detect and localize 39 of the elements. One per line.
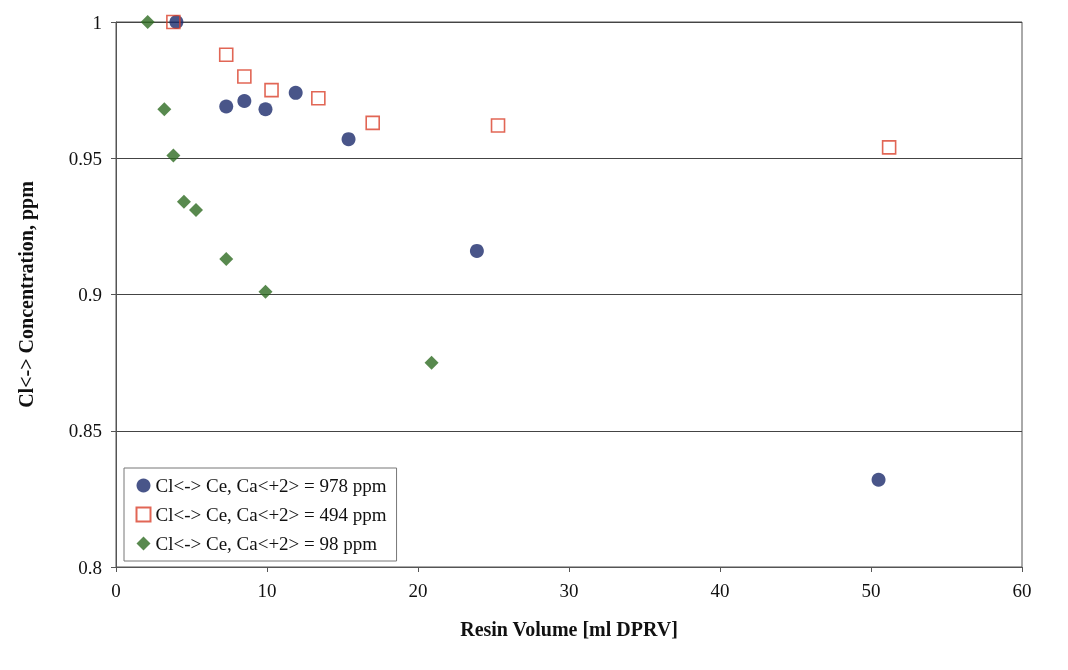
point [218,47,234,62]
point [166,148,181,163]
point [469,243,484,258]
x-tick-label: 20 [408,580,428,601]
point [176,194,191,209]
point [365,115,380,131]
point [288,85,303,100]
x-tick-label: 60 [1012,580,1032,601]
point [258,284,273,299]
y-axis-title: Cl<-> Concentration, ppm [15,180,38,408]
point [881,140,897,155]
point [237,69,252,84]
point [264,82,279,98]
point [341,132,356,147]
point [871,472,886,487]
point [140,15,155,29]
y-tick-label: 0.85 [68,420,102,442]
point [311,91,326,106]
x-axis-title: Resin Volume [ml DPRV] [460,618,678,640]
x-tick-label: 50 [861,580,881,601]
x-tick-label: 40 [710,580,730,601]
y-tick-label: 0.95 [68,147,102,169]
legend-label: Cl<-> Ce, Ca<+2> = 98 ppm [155,533,378,554]
point [219,252,234,267]
point [490,118,506,133]
y-tick-label: 0.8 [78,556,102,578]
y-tick-label: 1 [92,11,102,33]
x-tick-label: 30 [559,580,579,601]
point [157,102,172,117]
x-tick-label: 0 [111,580,121,601]
point [219,99,234,114]
point [424,355,439,370]
x-tick-label: 10 [257,580,277,601]
y-tick-label: 0.9 [78,284,102,305]
legend-label: Cl<-> Ce, Ca<+2> = 978 ppm [155,475,387,496]
legend-label: Cl<-> Ce, Ca<+2> = 494 ppm [155,504,387,525]
point [258,102,273,117]
point [237,94,252,109]
point [189,203,204,218]
